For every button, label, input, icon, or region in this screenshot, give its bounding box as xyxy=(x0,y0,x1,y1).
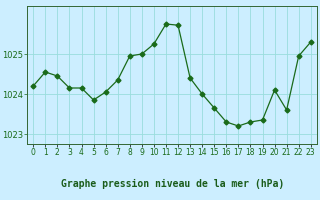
Text: Graphe pression niveau de la mer (hPa): Graphe pression niveau de la mer (hPa) xyxy=(61,179,284,189)
